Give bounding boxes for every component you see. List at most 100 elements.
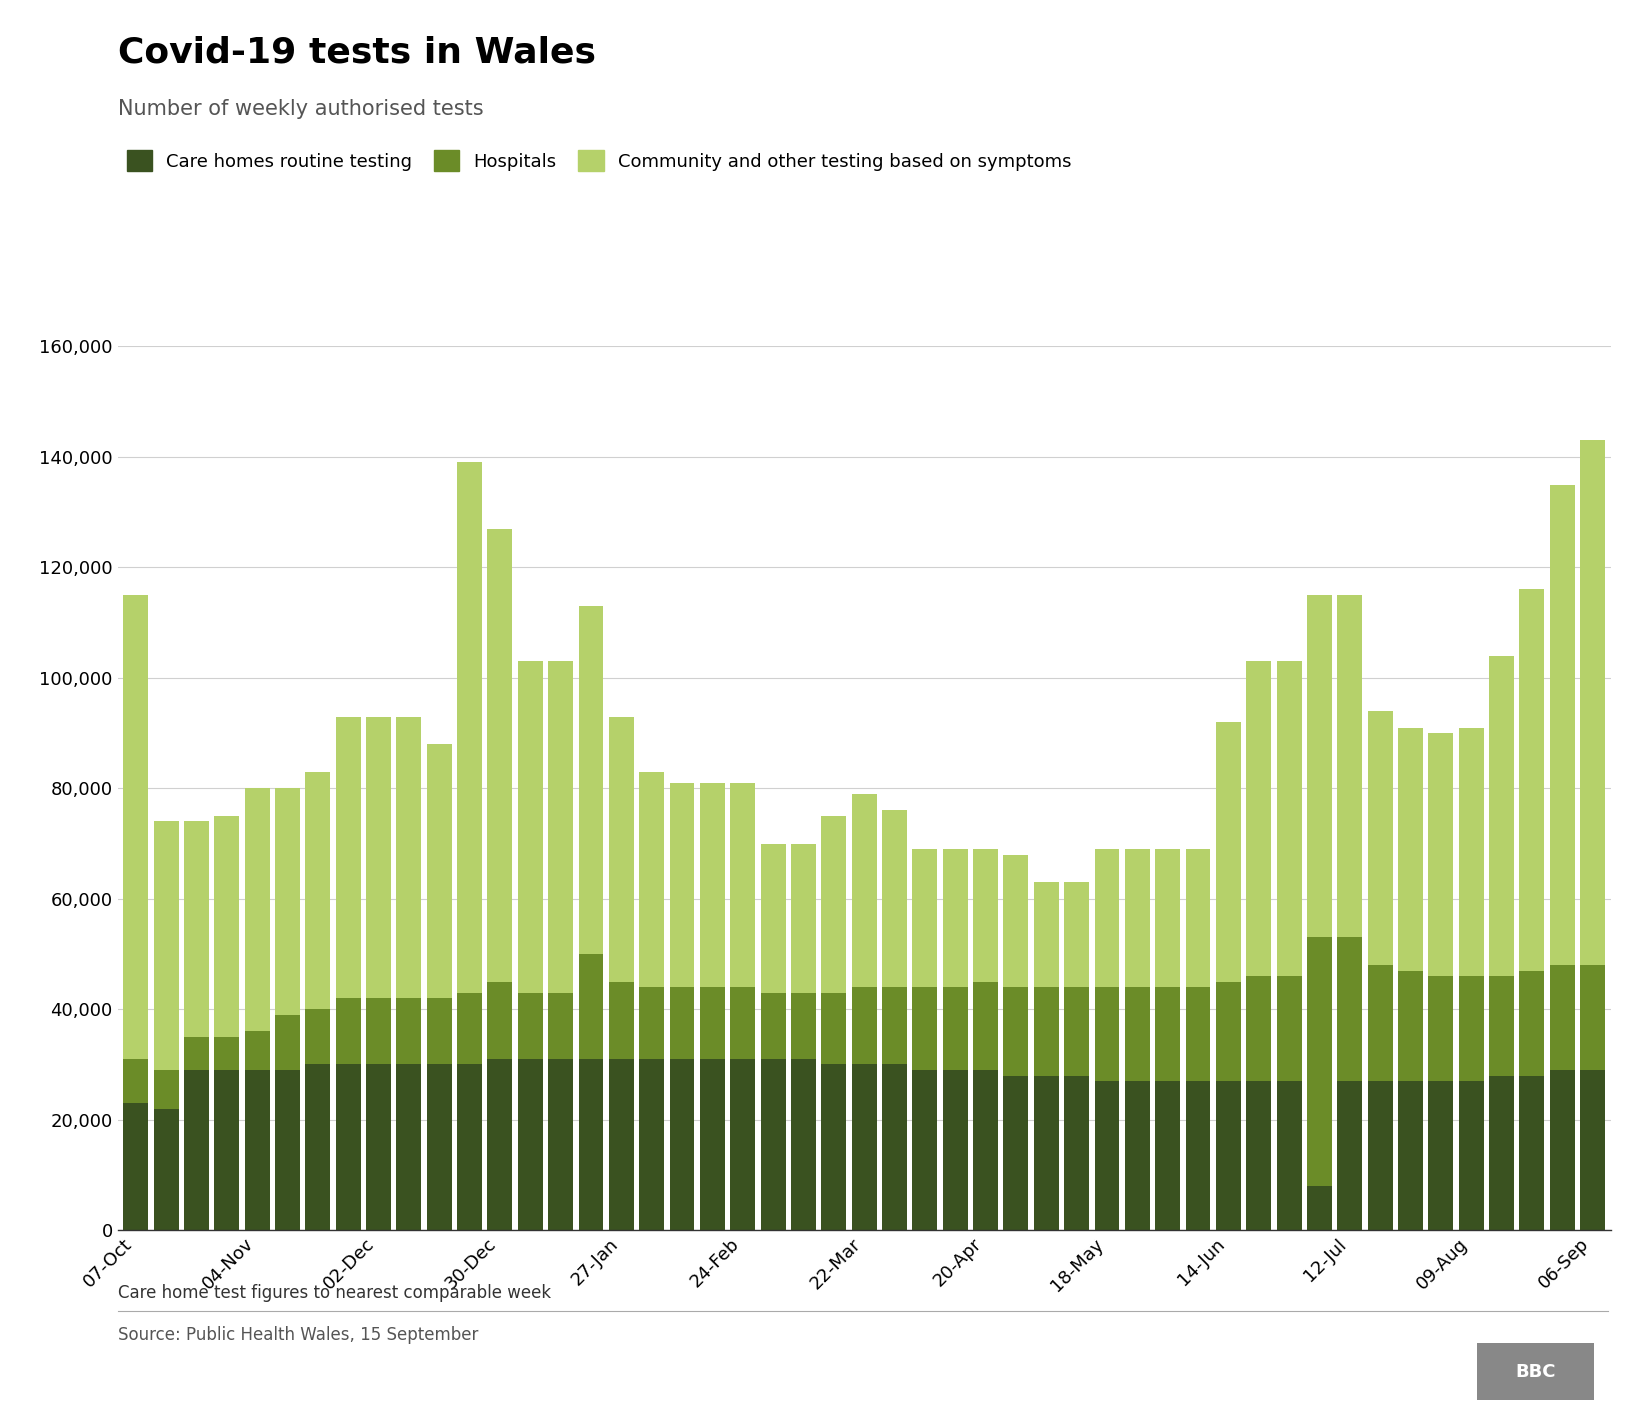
Bar bbox=[153, 822, 178, 1070]
Bar bbox=[792, 1059, 816, 1230]
Bar bbox=[1004, 987, 1028, 1076]
Bar bbox=[1368, 1082, 1392, 1230]
Bar bbox=[852, 1065, 876, 1230]
Bar bbox=[1550, 1070, 1575, 1230]
Bar bbox=[1155, 987, 1180, 1082]
Bar bbox=[548, 993, 573, 1059]
Bar bbox=[1337, 595, 1363, 937]
Bar bbox=[1337, 937, 1363, 1082]
Bar bbox=[428, 744, 452, 998]
Bar bbox=[1399, 1082, 1423, 1230]
Bar bbox=[700, 987, 725, 1059]
Bar bbox=[669, 987, 695, 1059]
Bar bbox=[457, 993, 481, 1065]
Bar bbox=[1276, 976, 1301, 1082]
Bar bbox=[1307, 1186, 1332, 1230]
Bar bbox=[792, 993, 816, 1059]
Bar bbox=[488, 529, 512, 981]
Text: Care home test figures to nearest comparable week: Care home test figures to nearest compar… bbox=[118, 1284, 550, 1302]
Bar bbox=[1095, 987, 1120, 1082]
Bar bbox=[336, 1065, 361, 1230]
Bar bbox=[912, 848, 937, 987]
Bar bbox=[1276, 1082, 1301, 1230]
Bar bbox=[609, 717, 633, 981]
Bar bbox=[640, 987, 664, 1059]
Bar bbox=[336, 717, 361, 998]
Bar bbox=[1459, 728, 1483, 976]
Bar bbox=[245, 1070, 269, 1230]
Bar bbox=[943, 1070, 968, 1230]
Bar bbox=[1185, 848, 1211, 987]
Bar bbox=[761, 844, 785, 993]
Bar bbox=[276, 1070, 300, 1230]
Bar bbox=[276, 788, 300, 1015]
Bar bbox=[1033, 987, 1059, 1076]
Bar bbox=[1488, 1076, 1514, 1230]
Bar bbox=[973, 848, 999, 981]
Bar bbox=[397, 1065, 421, 1230]
Bar bbox=[609, 981, 633, 1059]
Bar bbox=[1550, 964, 1575, 1070]
Bar bbox=[1155, 848, 1180, 987]
Bar bbox=[1247, 1082, 1271, 1230]
Bar bbox=[245, 1031, 269, 1070]
Bar bbox=[578, 607, 604, 954]
Bar bbox=[730, 987, 756, 1059]
Bar bbox=[669, 783, 695, 987]
Bar bbox=[488, 981, 512, 1059]
Bar bbox=[397, 717, 421, 998]
Bar bbox=[336, 998, 361, 1065]
Bar bbox=[1247, 976, 1271, 1082]
Bar bbox=[517, 1059, 543, 1230]
Bar bbox=[397, 998, 421, 1065]
Bar bbox=[1247, 662, 1271, 976]
Bar bbox=[517, 662, 543, 993]
Bar bbox=[1064, 882, 1089, 987]
Bar bbox=[792, 844, 816, 993]
Bar bbox=[943, 987, 968, 1070]
Bar bbox=[124, 595, 149, 1059]
Bar bbox=[1064, 1076, 1089, 1230]
Bar bbox=[1307, 595, 1332, 937]
Bar bbox=[457, 1065, 481, 1230]
Bar bbox=[578, 1059, 604, 1230]
Bar bbox=[305, 1010, 330, 1065]
Bar bbox=[1124, 987, 1151, 1082]
Text: Covid-19 tests in Wales: Covid-19 tests in Wales bbox=[118, 35, 596, 69]
Bar bbox=[153, 1070, 178, 1109]
Bar bbox=[1428, 976, 1452, 1082]
Bar bbox=[548, 1059, 573, 1230]
Bar bbox=[488, 1059, 512, 1230]
Bar bbox=[1004, 854, 1028, 987]
Bar bbox=[1124, 848, 1151, 987]
Bar bbox=[1216, 981, 1240, 1082]
Text: Source: Public Health Wales, 15 September: Source: Public Health Wales, 15 Septembe… bbox=[118, 1326, 478, 1345]
Bar bbox=[245, 788, 269, 1031]
Bar bbox=[1428, 732, 1452, 976]
Bar bbox=[730, 1059, 756, 1230]
Bar bbox=[305, 772, 330, 1010]
Bar bbox=[1216, 723, 1240, 981]
Bar bbox=[276, 1015, 300, 1070]
Bar bbox=[214, 816, 240, 1036]
Text: Number of weekly authorised tests: Number of weekly authorised tests bbox=[118, 99, 483, 119]
Bar bbox=[1368, 711, 1392, 964]
Bar bbox=[1185, 1082, 1211, 1230]
Bar bbox=[1580, 964, 1604, 1070]
Bar bbox=[124, 1059, 149, 1103]
Bar bbox=[881, 810, 907, 987]
Bar bbox=[517, 993, 543, 1059]
Bar bbox=[1307, 937, 1332, 1186]
Bar bbox=[1276, 662, 1301, 976]
Bar bbox=[1459, 1082, 1483, 1230]
Bar bbox=[1033, 882, 1059, 987]
Bar bbox=[153, 1109, 178, 1230]
Bar bbox=[761, 993, 785, 1059]
Bar bbox=[305, 1065, 330, 1230]
Bar bbox=[943, 848, 968, 987]
Bar bbox=[1519, 970, 1544, 1076]
Bar bbox=[700, 1059, 725, 1230]
Bar bbox=[457, 462, 481, 993]
Bar bbox=[821, 1065, 847, 1230]
Bar bbox=[124, 1103, 149, 1230]
